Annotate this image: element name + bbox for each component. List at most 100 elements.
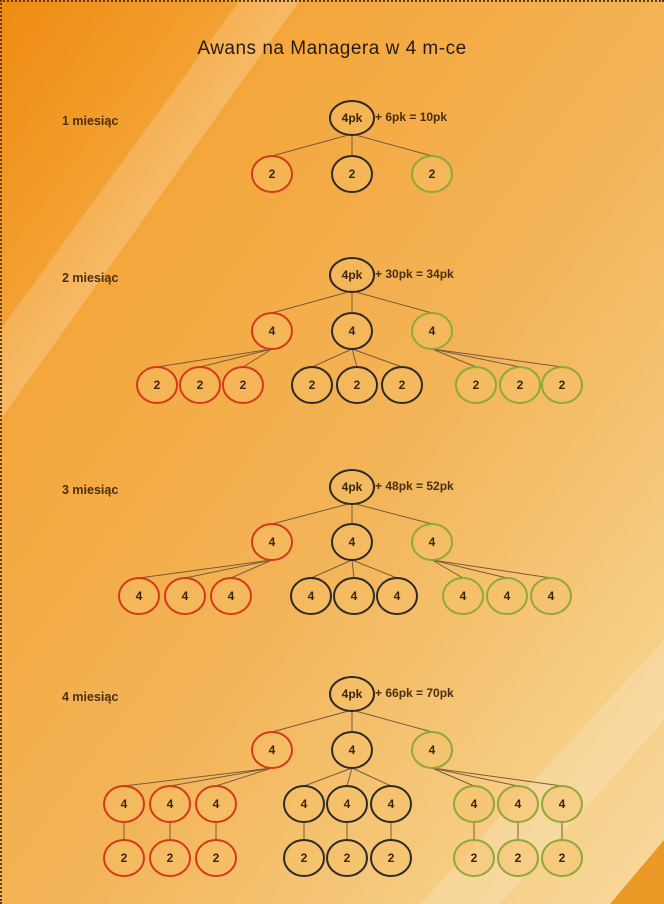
leaf-node-green-circle [541,366,583,404]
child-node-green-value: 4 [429,743,436,757]
leaf-node-red-circle [222,366,264,404]
root-node: 4pk [329,469,375,505]
leaf-node-green-circle [455,366,497,404]
child-node-red-circle [251,731,293,769]
root-node: 4pk [329,676,375,712]
leaf-node-dark-value: 2 [399,378,406,392]
leaf-node-red: 4 [195,785,237,823]
leaf-node-dark-circle [283,785,325,823]
leaf-node-green: 2 [541,366,583,404]
tree-edge [271,709,353,733]
level-label: 1 miesiąc [62,114,119,128]
tree-edge [351,559,398,579]
child-node-dark: 4 [331,312,373,350]
leaf-node-dark: 4 [333,577,375,615]
leaf-node-green: 4 [453,785,495,823]
leaf-node-dark: 2 [336,366,378,404]
subleaf-node-red-value: 2 [121,851,128,865]
child-node-red: 4 [251,523,293,561]
tree-edge [431,767,563,787]
points-formula: + 48pk = 52pk [375,479,454,493]
points-formula: + 30pk = 34pk [375,267,454,281]
tree-edge [199,348,273,368]
leaf-node-green-value: 4 [504,589,511,603]
root-node-circle [329,676,375,712]
tree-edge [310,559,353,579]
child-node-green: 4 [411,312,453,350]
leaf-node-green: 4 [497,785,539,823]
leaf-node-red-circle [210,577,252,615]
leaf-node-dark: 2 [381,366,423,404]
leaf-node-dark: 2 [291,366,333,404]
tree-edge [230,559,273,579]
leaf-node-dark: 4 [290,577,332,615]
subleaf-node-red-value: 2 [213,851,220,865]
subleaf-node-dark-value: 2 [301,851,308,865]
subleaf-node-green: 2 [541,839,583,877]
leaf-node-red: 4 [210,577,252,615]
leaf-node-dark-value: 4 [394,589,401,603]
leaf-node-dark-value: 4 [388,797,395,811]
leaf-node-dark-circle [333,577,375,615]
leaf-node-green-circle [530,577,572,615]
child-node-red: 4 [251,731,293,769]
subleaf-node-dark: 2 [283,839,325,877]
leaf-node-red-value: 2 [240,378,247,392]
child-node-red-value: 4 [269,535,276,549]
child-node-red-circle [251,523,293,561]
leaf-node-red-circle [118,577,160,615]
leaf-node-dark-circle [336,366,378,404]
subleaf-node-red: 2 [103,839,145,877]
child-node-dark: 2 [331,155,373,193]
leaf-node-green-circle [486,577,528,615]
child-node-dark-circle [331,155,373,193]
leaf-node-red-value: 2 [154,378,161,392]
leaf-node-green: 2 [455,366,497,404]
leaf-node-red: 4 [164,577,206,615]
subleaf-node-green-circle [541,839,583,877]
tree-edge [303,767,353,787]
child-node-green-circle [411,155,453,193]
tree-edge [351,348,358,368]
subleaf-node-green-circle [497,839,539,877]
tree-edge [431,559,508,579]
leaf-node-green-value: 2 [517,378,524,392]
leaf-node-green-value: 4 [460,589,467,603]
tree-edge [351,559,355,579]
leaf-node-red-circle [195,785,237,823]
subleaf-node-dark-circle [283,839,325,877]
tree-edge [431,559,552,579]
root-node-value: 4pk [342,687,363,701]
subleaf-node-green-value: 2 [471,851,478,865]
leaf-node-dark: 4 [370,785,412,823]
leaf-node-green-circle [541,785,583,823]
leaf-node-red: 4 [149,785,191,823]
subleaf-node-red-circle [149,839,191,877]
leaf-node-dark: 4 [326,785,368,823]
child-node-dark-circle [331,731,373,769]
tree-edge [351,502,433,525]
root-node: 4pk [329,257,375,293]
leaf-node-dark-value: 4 [344,797,351,811]
tree-edge [351,767,392,787]
tree-edge [242,348,273,368]
points-formula: + 6pk = 10pk [375,110,448,124]
child-node-green-value: 2 [429,167,436,181]
leaf-node-dark: 4 [283,785,325,823]
leaf-node-red: 4 [118,577,160,615]
child-node-dark-circle [331,523,373,561]
leaf-node-red-circle [136,366,178,404]
tree-edge [215,767,273,787]
child-node-green: 2 [411,155,453,193]
leaf-node-red-circle [164,577,206,615]
root-node-circle [329,469,375,505]
leaf-node-red-value: 4 [182,589,189,603]
level-label: 3 miesiąc [62,483,119,497]
diagram-title: Awans na Managera w 4 m-ce [197,38,467,59]
child-node-dark-value: 2 [349,167,356,181]
child-node-dark: 4 [331,731,373,769]
leaf-node-green-value: 4 [515,797,522,811]
leaf-node-red-value: 4 [213,797,220,811]
